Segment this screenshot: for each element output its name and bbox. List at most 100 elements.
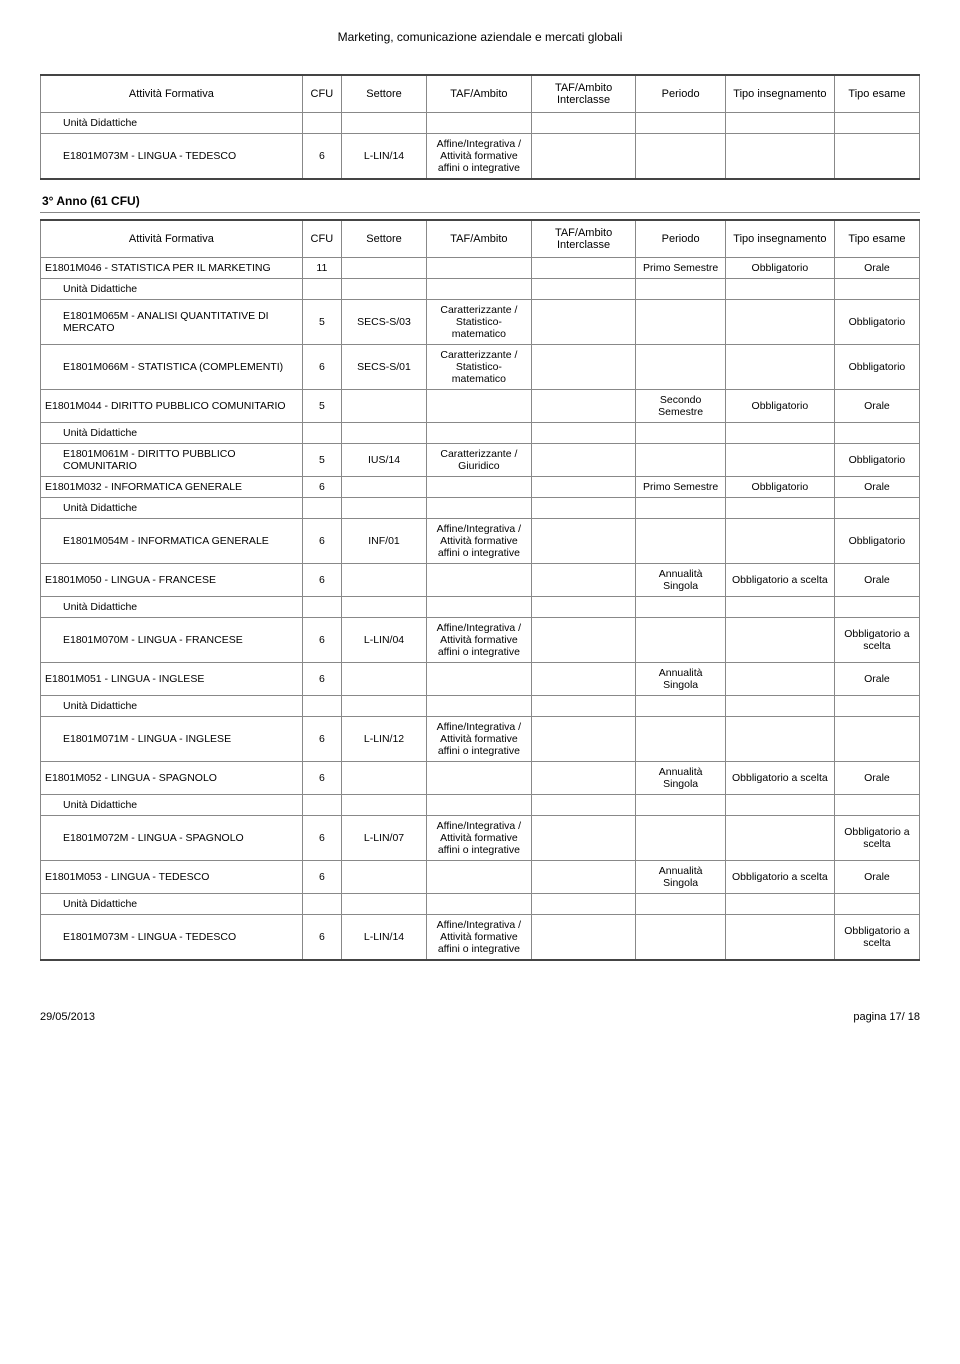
th-taf: TAF/Ambito	[427, 220, 532, 258]
table-cell	[834, 498, 919, 519]
th-periodo: Periodo	[636, 75, 725, 113]
table-cell: E1801M073M - LINGUA - TEDESCO	[41, 915, 303, 961]
table-cell: Affine/Integrativa / Attività formative …	[427, 717, 532, 762]
table-cell	[341, 477, 426, 498]
table-cell	[725, 663, 834, 696]
table-cell	[341, 564, 426, 597]
table-cell: Orale	[834, 663, 919, 696]
table-cell	[725, 519, 834, 564]
th-attivita: Attività Formativa	[41, 220, 303, 258]
course-table-1: Attività Formativa CFU Settore TAF/Ambit…	[40, 74, 920, 180]
table-cell	[834, 894, 919, 915]
table-cell: 6	[302, 762, 341, 795]
table-row-ud: E1801M073M - LINGUA - TEDESCO6L-LIN/14Af…	[41, 915, 920, 961]
table-cell	[636, 717, 725, 762]
table-cell	[341, 861, 426, 894]
table-cell: Orale	[834, 861, 919, 894]
table-cell	[725, 915, 834, 961]
th-cfu: CFU	[302, 220, 341, 258]
table-cell	[636, 134, 725, 180]
table-cell: Affine/Integrativa / Attività formative …	[427, 134, 532, 180]
table-cell	[427, 279, 532, 300]
page-footer: 29/05/2013 pagina 17/ 18	[40, 1011, 920, 1023]
table-cell: Annualità Singola	[636, 762, 725, 795]
table-cell	[834, 113, 919, 134]
table-cell	[636, 519, 725, 564]
table-cell	[427, 564, 532, 597]
table-cell	[531, 134, 636, 180]
table-cell: 11	[302, 258, 341, 279]
table-cell	[636, 696, 725, 717]
table-cell	[636, 915, 725, 961]
table-cell	[725, 300, 834, 345]
table-cell	[531, 696, 636, 717]
th-tipo: Tipo insegnamento	[725, 75, 834, 113]
table-cell	[725, 597, 834, 618]
table-cell: 6	[302, 134, 341, 180]
table-cell: Obbligatorio a scelta	[725, 762, 834, 795]
table-cell: Primo Semestre	[636, 477, 725, 498]
th-tipo: Tipo insegnamento	[725, 220, 834, 258]
table-cell: Annualità Singola	[636, 564, 725, 597]
table-cell	[531, 795, 636, 816]
table-cell	[341, 279, 426, 300]
table-cell	[636, 113, 725, 134]
table-cell	[427, 498, 532, 519]
table-cell: 6	[302, 717, 341, 762]
table-cell	[725, 444, 834, 477]
table-cell	[302, 279, 341, 300]
table-cell	[725, 795, 834, 816]
th-tafi: TAF/Ambito Interclasse	[531, 220, 636, 258]
table-cell: Obbligatorio	[834, 444, 919, 477]
table-header-row: Attività Formativa CFU Settore TAF/Ambit…	[41, 220, 920, 258]
table-cell	[427, 477, 532, 498]
table-cell: 6	[302, 345, 341, 390]
table-cell	[341, 597, 426, 618]
table-row-ud-label: Unità Didattiche	[41, 795, 920, 816]
table-cell: Obbligatorio	[725, 390, 834, 423]
table-cell: SECS-S/03	[341, 300, 426, 345]
table-cell: Caratterizzante / Statistico-matematico	[427, 345, 532, 390]
table-cell	[636, 618, 725, 663]
table-cell	[302, 423, 341, 444]
table-cell	[636, 423, 725, 444]
table-cell	[834, 134, 919, 180]
table-cell: 6	[302, 663, 341, 696]
table-cell	[531, 564, 636, 597]
table-cell	[531, 345, 636, 390]
table-cell	[341, 390, 426, 423]
table-cell	[531, 477, 636, 498]
footer-date: 29/05/2013	[40, 1011, 95, 1023]
th-cfu: CFU	[302, 75, 341, 113]
section-divider	[40, 212, 920, 213]
table-row-main: E1801M046 - STATISTICA PER IL MARKETING1…	[41, 258, 920, 279]
table-row-main: E1801M051 - LINGUA - INGLESE6Annualità S…	[41, 663, 920, 696]
table-cell	[834, 423, 919, 444]
table-cell	[725, 717, 834, 762]
table-cell: 5	[302, 390, 341, 423]
table-cell: L-LIN/14	[341, 915, 426, 961]
table-cell: E1801M050 - LINGUA - FRANCESE	[41, 564, 303, 597]
table-cell: L-LIN/04	[341, 618, 426, 663]
table-cell	[427, 113, 532, 134]
table-row-main: E1801M050 - LINGUA - FRANCESE6Annualità …	[41, 564, 920, 597]
table-cell: E1801M061M - DIRITTO PUBBLICO COMUNITARI…	[41, 444, 303, 477]
table-cell: E1801M065M - ANALISI QUANTITATIVE DI MER…	[41, 300, 303, 345]
th-settore: Settore	[341, 75, 426, 113]
table-cell: E1801M032 - INFORMATICA GENERALE	[41, 477, 303, 498]
table-cell: Affine/Integrativa / Attività formative …	[427, 519, 532, 564]
table-cell	[531, 444, 636, 477]
table-cell: Obbligatorio	[834, 300, 919, 345]
table-cell	[725, 816, 834, 861]
table-cell: 6	[302, 477, 341, 498]
table-row-main: E1801M032 - INFORMATICA GENERALE6 Primo S…	[41, 477, 920, 498]
table-cell: 6	[302, 618, 341, 663]
table-cell	[834, 597, 919, 618]
table-cell: IUS/14	[341, 444, 426, 477]
table-row-main: E1801M044 - DIRITTO PUBBLICO COMUNITARIO…	[41, 390, 920, 423]
table-cell	[531, 915, 636, 961]
table-cell: INF/01	[341, 519, 426, 564]
table-cell	[427, 258, 532, 279]
table-cell: Unità Didattiche	[41, 597, 303, 618]
table-cell	[636, 300, 725, 345]
